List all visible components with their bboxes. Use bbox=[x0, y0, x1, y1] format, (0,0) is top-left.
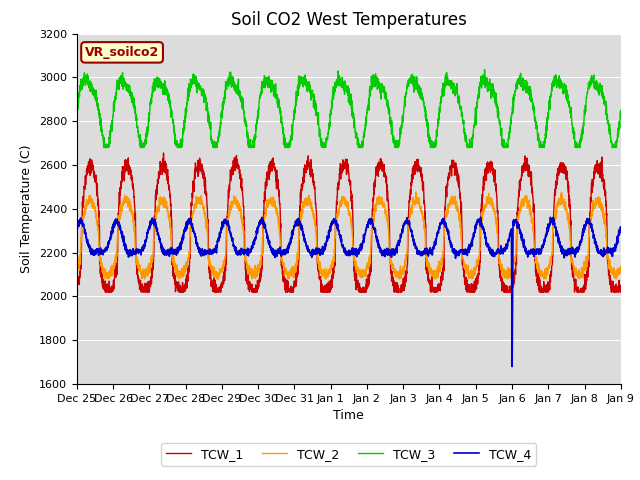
TCW_4 bbox=[607, 248, 614, 253]
Text: VR_soilco2: VR_soilco2 bbox=[85, 46, 159, 59]
TCW_1 bbox=[548, 261, 556, 266]
TCW_3 bbox=[168, 108, 175, 114]
Y-axis label: Soil Temperature (C): Soil Temperature (C) bbox=[20, 144, 33, 273]
TCW_3 bbox=[481, 67, 488, 72]
TCW_2 bbox=[135, 262, 143, 267]
TCW_4 bbox=[508, 363, 516, 369]
TCW_1 bbox=[607, 276, 614, 281]
TCW_4 bbox=[73, 223, 81, 228]
TCW_4 bbox=[548, 216, 556, 222]
Title: Soil CO2 West Temperatures: Soil CO2 West Temperatures bbox=[231, 11, 467, 29]
TCW_2 bbox=[73, 271, 81, 276]
TCW_2 bbox=[607, 265, 614, 271]
TCW_3 bbox=[73, 114, 81, 120]
TCW_1 bbox=[159, 150, 167, 156]
TCW_4 bbox=[167, 247, 175, 252]
TCW_4 bbox=[617, 226, 625, 232]
Line: TCW_4: TCW_4 bbox=[77, 217, 621, 366]
TCW_2 bbox=[305, 202, 313, 208]
TCW_3 bbox=[135, 135, 143, 141]
TCW_1 bbox=[282, 287, 290, 292]
TCW_1 bbox=[168, 217, 175, 223]
TCW_4 bbox=[282, 249, 289, 254]
TCW_3 bbox=[548, 81, 556, 87]
TCW_1 bbox=[73, 281, 81, 287]
TCW_3 bbox=[617, 108, 625, 114]
TCW_2 bbox=[548, 252, 556, 257]
TCW_1 bbox=[135, 280, 143, 286]
Line: TCW_3: TCW_3 bbox=[77, 70, 621, 147]
Line: TCW_2: TCW_2 bbox=[77, 192, 621, 279]
TCW_2 bbox=[617, 269, 625, 275]
TCW_1 bbox=[617, 284, 625, 289]
TCW_3 bbox=[305, 81, 313, 86]
TCW_3 bbox=[100, 144, 108, 150]
TCW_2 bbox=[412, 189, 420, 195]
TCW_4 bbox=[305, 248, 313, 254]
TCW_2 bbox=[168, 243, 175, 249]
TCW_2 bbox=[282, 265, 289, 271]
TCW_3 bbox=[282, 139, 289, 145]
TCW_4 bbox=[477, 214, 484, 220]
Legend: TCW_1, TCW_2, TCW_3, TCW_4: TCW_1, TCW_2, TCW_3, TCW_4 bbox=[161, 443, 536, 466]
TCW_2 bbox=[100, 276, 108, 282]
TCW_3 bbox=[607, 135, 614, 141]
Line: TCW_1: TCW_1 bbox=[77, 153, 621, 292]
TCW_4 bbox=[135, 246, 143, 252]
TCW_1 bbox=[102, 289, 109, 295]
X-axis label: Time: Time bbox=[333, 409, 364, 422]
TCW_1 bbox=[305, 160, 313, 166]
